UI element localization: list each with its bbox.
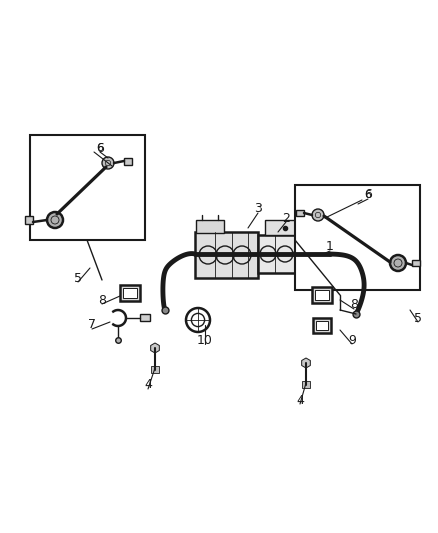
Text: 10: 10 xyxy=(197,334,213,346)
Text: 3: 3 xyxy=(254,203,262,215)
Bar xyxy=(316,321,328,330)
Polygon shape xyxy=(302,358,311,368)
Text: 5: 5 xyxy=(74,271,82,285)
Text: 6: 6 xyxy=(96,143,103,153)
Bar xyxy=(315,290,329,300)
Text: 1: 1 xyxy=(326,240,334,254)
Polygon shape xyxy=(302,381,310,388)
Bar xyxy=(123,288,137,298)
Bar xyxy=(25,216,33,224)
Bar xyxy=(295,185,420,290)
Text: 6: 6 xyxy=(364,189,372,201)
Text: 8: 8 xyxy=(350,298,358,311)
Circle shape xyxy=(312,209,324,221)
Bar xyxy=(120,285,140,301)
Text: 4: 4 xyxy=(296,393,304,407)
Bar xyxy=(412,260,420,266)
Bar xyxy=(140,314,150,321)
Bar xyxy=(313,318,331,333)
Text: 6: 6 xyxy=(96,141,104,155)
Bar xyxy=(258,235,318,273)
Text: 4: 4 xyxy=(144,378,152,392)
Text: 7: 7 xyxy=(88,319,96,332)
Text: 5: 5 xyxy=(414,311,422,325)
Polygon shape xyxy=(151,343,159,353)
Circle shape xyxy=(390,255,406,271)
Text: 2: 2 xyxy=(282,212,290,224)
Polygon shape xyxy=(151,366,159,373)
Bar xyxy=(196,220,224,233)
Circle shape xyxy=(47,212,63,228)
Text: 8: 8 xyxy=(98,294,106,306)
Bar xyxy=(124,158,132,165)
Bar xyxy=(30,135,145,240)
Bar xyxy=(265,220,297,235)
Text: 6: 6 xyxy=(364,190,371,200)
Bar xyxy=(296,210,304,216)
Bar xyxy=(312,287,332,303)
Text: 9: 9 xyxy=(348,334,356,346)
Circle shape xyxy=(102,157,114,169)
Bar xyxy=(195,232,258,278)
